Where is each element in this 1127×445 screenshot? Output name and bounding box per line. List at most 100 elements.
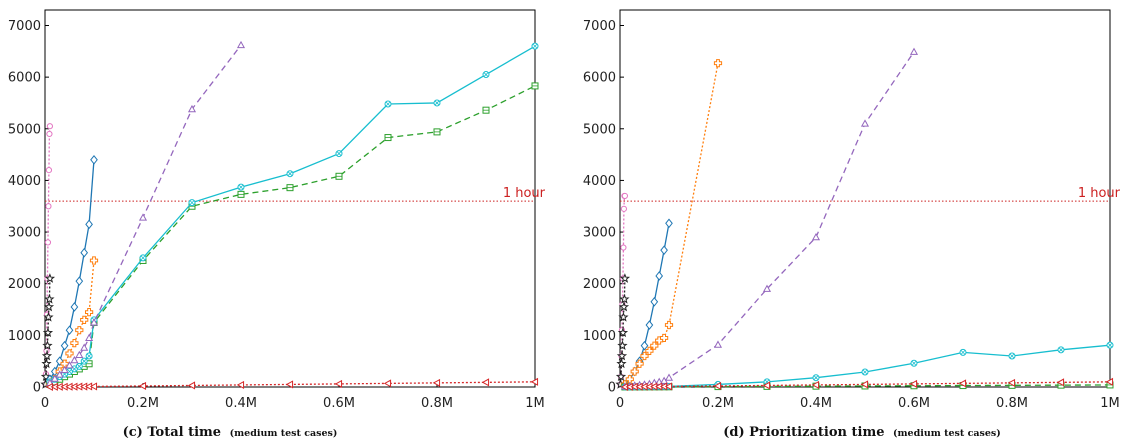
data-point <box>75 350 84 359</box>
data-point <box>762 284 772 292</box>
data-point <box>187 104 197 113</box>
data-point <box>89 318 99 326</box>
data-point <box>860 119 870 127</box>
data-point <box>619 273 631 283</box>
data-point <box>46 130 53 138</box>
data-point <box>645 346 654 355</box>
chart-caption: (d) Prioritization time (medium test cas… <box>723 425 1001 440</box>
chart-caption: (c) Total time (medium test cases) <box>123 425 338 440</box>
data-point <box>80 343 89 351</box>
data-point <box>70 355 79 364</box>
series-line <box>624 51 915 388</box>
data-point <box>286 170 294 178</box>
data-point <box>531 82 539 90</box>
data-point <box>65 361 74 369</box>
series-7 <box>45 377 539 391</box>
data-point <box>1007 378 1016 387</box>
data-point <box>383 379 392 388</box>
data-point <box>1057 346 1065 354</box>
data-point <box>618 311 629 322</box>
data-point <box>1105 377 1114 386</box>
data-point <box>635 359 644 368</box>
data-point <box>60 340 69 351</box>
data-point <box>384 134 392 142</box>
y-tick-label: 7000 <box>8 19 41 34</box>
data-point <box>50 374 59 382</box>
data-point <box>713 340 723 348</box>
series-line <box>624 223 670 385</box>
plot-frame <box>44 9 536 388</box>
data-point <box>620 244 627 251</box>
data-point <box>236 380 245 389</box>
data-point <box>75 276 84 286</box>
x-tick-label: 0.8M <box>996 396 1028 411</box>
data-point <box>664 320 674 330</box>
data-point <box>531 42 539 50</box>
data-point <box>713 381 722 391</box>
data-point <box>138 381 147 391</box>
data-point <box>1056 378 1065 387</box>
data-point <box>910 359 918 367</box>
y-tick-label: 4000 <box>8 174 41 189</box>
data-point <box>660 245 668 255</box>
x-tick-label: 0 <box>41 396 49 411</box>
data-point <box>664 382 673 391</box>
y-tick-label: 4000 <box>583 174 616 189</box>
data-point <box>55 356 64 366</box>
y-tick-label: 0 <box>33 381 41 396</box>
data-point <box>85 352 93 360</box>
series-2 <box>621 218 673 390</box>
data-point <box>334 379 343 388</box>
data-point <box>621 192 629 200</box>
data-point <box>65 325 74 335</box>
data-point <box>45 166 53 174</box>
data-point <box>43 301 55 312</box>
x-tick-label: 0.4M <box>225 396 257 411</box>
y-tick-label: 7000 <box>583 19 616 34</box>
data-point <box>1008 352 1016 360</box>
data-point <box>616 358 627 369</box>
data-point <box>80 357 88 365</box>
data-point <box>959 348 967 356</box>
data-point <box>664 373 674 381</box>
data-point <box>335 150 343 158</box>
data-point <box>46 123 54 130</box>
one-hour-label: 1 hour <box>503 186 546 201</box>
data-point <box>42 327 54 338</box>
data-point <box>89 256 99 265</box>
data-point <box>650 296 659 307</box>
data-point <box>481 378 490 387</box>
chart-prioritization-time: (d) Prioritization time (medium test cas… <box>583 9 1121 440</box>
data-point <box>625 375 634 384</box>
data-point <box>615 371 627 382</box>
data-point <box>40 371 52 382</box>
data-point <box>44 239 52 246</box>
data-point <box>80 247 89 258</box>
data-point <box>713 59 723 68</box>
series-6 <box>45 40 246 386</box>
data-point <box>138 213 148 221</box>
data-point <box>432 378 441 387</box>
data-point <box>861 368 869 376</box>
data-point <box>640 340 649 351</box>
data-point <box>620 205 628 212</box>
data-point <box>433 99 441 107</box>
data-point <box>619 293 630 304</box>
data-point <box>1106 341 1114 349</box>
y-tick-label: 1000 <box>583 329 616 344</box>
x-tick-label: 0.6M <box>323 396 355 411</box>
x-tick-label: 0.4M <box>800 396 832 411</box>
data-point <box>70 302 79 312</box>
data-point <box>41 350 53 361</box>
data-point <box>482 71 490 79</box>
data-point <box>812 374 820 382</box>
y-tick-label: 2000 <box>583 277 616 292</box>
data-point <box>65 349 74 358</box>
y-tick-label: 5000 <box>8 122 41 137</box>
data-point <box>75 326 84 335</box>
series-line <box>49 45 536 383</box>
y-tick-label: 3000 <box>583 226 616 241</box>
data-point <box>286 184 294 192</box>
data-point <box>139 254 147 262</box>
chart-total-time: (c) Total time (medium test cases) 0 1000… <box>8 9 546 440</box>
